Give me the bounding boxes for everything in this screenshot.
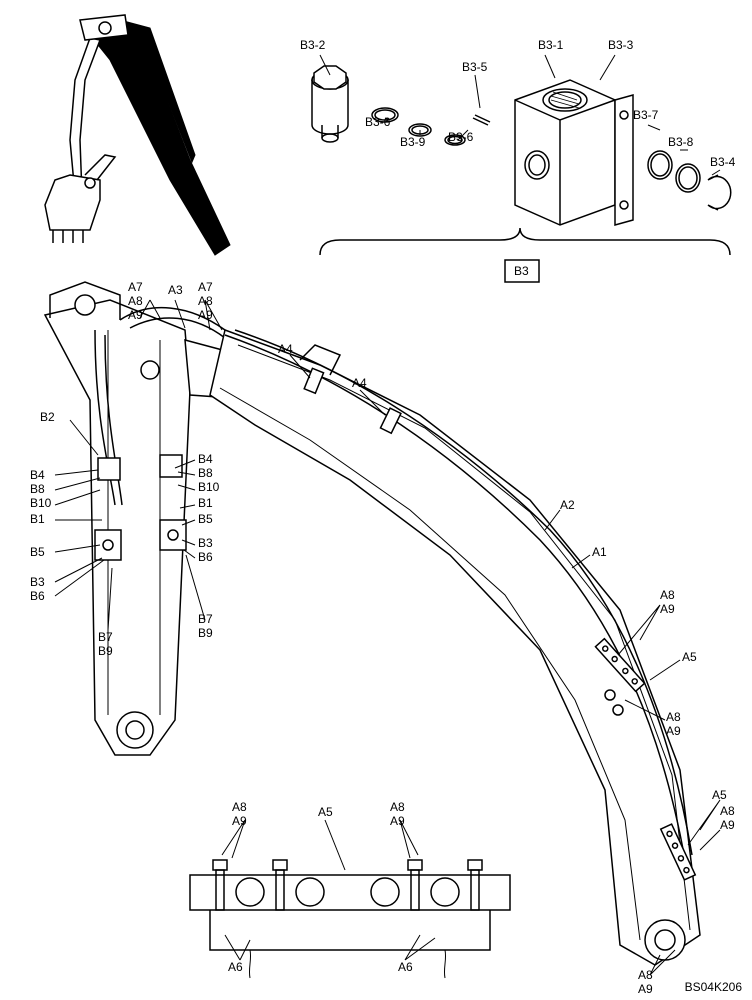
exploded-b3-assembly bbox=[312, 66, 731, 282]
label-a2: A2 bbox=[560, 498, 575, 512]
label-b3-5: B3-5 bbox=[462, 60, 487, 74]
labelgrp-a8a9-detL: A8 A9 bbox=[232, 800, 247, 828]
label-a4b: A4 bbox=[352, 376, 367, 390]
label-b1-left: B1 bbox=[30, 512, 45, 526]
label-a1: A1 bbox=[592, 545, 607, 559]
label-b3-3: B3-3 bbox=[608, 38, 633, 52]
labelgrp-a8a9-foot: A8 A9 bbox=[638, 968, 653, 996]
label-b3-box: B3 bbox=[514, 264, 529, 278]
label-b3-9: B3-9 bbox=[400, 135, 425, 149]
label-a6-right: A6 bbox=[398, 960, 413, 974]
labelgrp-a7a8a9-right: A7 A8 A9 bbox=[198, 280, 213, 322]
label-b6-right: B6 bbox=[198, 550, 213, 564]
label-b1-right: B1 bbox=[198, 496, 213, 510]
label-a5-detail: A5 bbox=[318, 805, 333, 819]
labelgrp-a8a9-detR: A8 A9 bbox=[390, 800, 405, 828]
label-b8-left: B8 bbox=[30, 482, 45, 496]
label-b6-left: B6 bbox=[30, 589, 45, 603]
boom-arm-assembly bbox=[45, 282, 700, 965]
drawing-reference: BS04K206 bbox=[685, 980, 742, 994]
label-a5-lower: A5 bbox=[712, 788, 727, 802]
label-b3-2: B3-2 bbox=[300, 38, 325, 52]
labelgrp-a7a8-left: A7 A8 bbox=[128, 280, 143, 308]
label-b3-4: B3-4 bbox=[710, 155, 735, 169]
label-a9-left: A9 bbox=[128, 308, 143, 322]
label-b3-6a: B3-6 bbox=[365, 115, 390, 129]
label-b3-left: B3 bbox=[30, 575, 45, 589]
label-a3: A3 bbox=[168, 283, 183, 297]
label-b5-right: B5 bbox=[198, 512, 213, 526]
label-b3-7: B3-7 bbox=[633, 108, 658, 122]
label-b3-8: B3-8 bbox=[668, 135, 693, 149]
label-b4-left: B4 bbox=[30, 468, 45, 482]
label-b2: B2 bbox=[40, 410, 55, 424]
label-b3-1: B3-1 bbox=[538, 38, 563, 52]
label-b3-6b: B3-6 bbox=[448, 130, 473, 144]
labelgrp-a8a9-lowerR: A8 A9 bbox=[720, 804, 735, 832]
labelgrp-b7b9-right: B7 B9 bbox=[198, 612, 213, 640]
label-b8-right: B8 bbox=[198, 466, 213, 480]
labelgrp-a8a9-mid: A8 A9 bbox=[666, 710, 681, 738]
label-b10-left: B10 bbox=[30, 496, 51, 510]
label-b10-right: B10 bbox=[198, 480, 219, 494]
label-b4-right: B4 bbox=[198, 452, 213, 466]
label-a6-left: A6 bbox=[228, 960, 243, 974]
label-b5-left: B5 bbox=[30, 545, 45, 559]
label-b3-right: B3 bbox=[198, 536, 213, 550]
labelgrp-a8a9-upper: A8 A9 bbox=[660, 588, 675, 616]
technical-diagram: .thin { stroke:#000; stroke-width:1; fil… bbox=[0, 0, 752, 1000]
label-a4a: A4 bbox=[278, 342, 293, 356]
label-a5-upper: A5 bbox=[682, 650, 697, 664]
reference-silhouette bbox=[45, 15, 230, 255]
labelgrp-b7b9-left: B7 B9 bbox=[98, 630, 113, 658]
